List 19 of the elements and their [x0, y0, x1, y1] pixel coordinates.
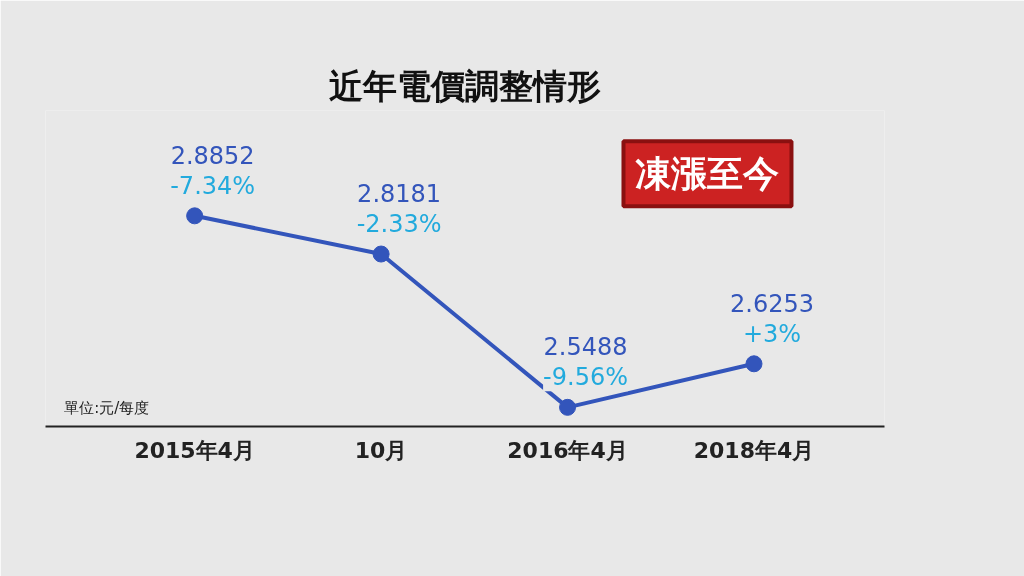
point — [745, 355, 763, 373]
text: 凍漲至今 — [635, 153, 780, 195]
data-label: 2.6253 — [730, 289, 814, 318]
data-label: 2.8852 — [170, 141, 255, 170]
chart-title: 近年電價調整情形 — [329, 65, 601, 106]
data-label: 2.8181 — [357, 180, 442, 209]
point — [559, 398, 577, 416]
x-tick-label: 2018年4月 — [693, 437, 815, 463]
annotation: +3% — [742, 319, 802, 348]
data-label: 2.5488 — [543, 333, 628, 362]
annotation: -2.33% — [356, 210, 442, 239]
x-tick-label: 2016年4月 — [507, 437, 628, 463]
point — [186, 207, 204, 225]
annotation: 單位:元/每度 — [64, 398, 150, 417]
point — [372, 245, 390, 263]
annotation: -7.34% — [170, 171, 256, 200]
x-tick-label: 2015年4月 — [134, 437, 255, 463]
x-tick-label: 10月 — [354, 437, 408, 463]
annotation: -9.56% — [543, 363, 628, 392]
